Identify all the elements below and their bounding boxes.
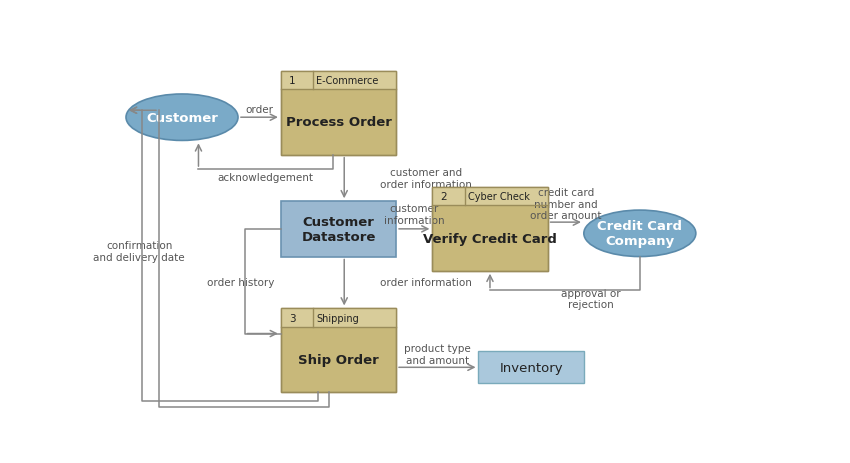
Text: approval or
rejection: approval or rejection (562, 288, 621, 309)
Text: 3: 3 (289, 313, 296, 323)
Text: Customer
Datastore: Customer Datastore (301, 215, 376, 244)
FancyBboxPatch shape (433, 188, 547, 271)
FancyBboxPatch shape (280, 72, 396, 156)
Text: order history: order history (207, 278, 275, 288)
FancyBboxPatch shape (280, 309, 396, 327)
Text: acknowledgement: acknowledgement (218, 173, 314, 182)
FancyBboxPatch shape (433, 188, 547, 206)
Ellipse shape (126, 95, 238, 141)
Text: Ship Order: Ship Order (298, 353, 379, 366)
Text: Customer: Customer (146, 112, 218, 125)
FancyBboxPatch shape (280, 202, 396, 257)
Ellipse shape (584, 211, 696, 257)
Text: Process Order: Process Order (286, 116, 391, 129)
FancyBboxPatch shape (479, 351, 584, 383)
Text: 1: 1 (289, 76, 296, 86)
Text: confirmation
and delivery date: confirmation and delivery date (94, 241, 185, 263)
Text: E-Commerce: E-Commerce (316, 76, 379, 86)
Text: customer
information: customer information (384, 204, 445, 225)
FancyBboxPatch shape (280, 309, 396, 393)
Text: Inventory: Inventory (499, 361, 563, 374)
Text: Shipping: Shipping (316, 313, 360, 323)
Text: credit card
number and
order amount: credit card number and order amount (530, 188, 602, 221)
Text: product type
and amount: product type and amount (404, 343, 471, 365)
Text: order information: order information (381, 278, 473, 288)
Text: order: order (246, 105, 274, 115)
Text: Credit Card
Company: Credit Card Company (598, 220, 683, 248)
Text: Verify Credit Card: Verify Credit Card (423, 232, 557, 245)
FancyBboxPatch shape (280, 72, 396, 90)
Text: 2: 2 (440, 192, 447, 202)
Text: Cyber Check: Cyber Check (468, 192, 530, 202)
Text: customer and
order information: customer and order information (381, 168, 473, 189)
